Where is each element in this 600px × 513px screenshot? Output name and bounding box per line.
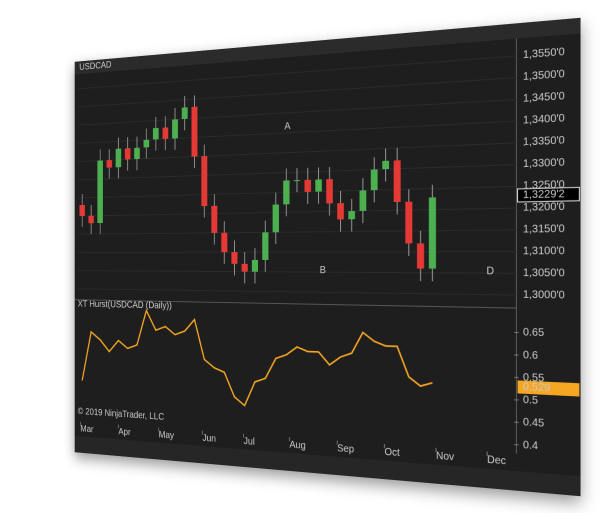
- y-tick-label: 0.45: [523, 416, 544, 429]
- candle-body: [115, 148, 122, 168]
- x-tick-label: Apr: [118, 426, 130, 437]
- y-tick-label: 1,3200'0: [523, 200, 565, 213]
- candle-body: [315, 179, 322, 192]
- candle-body: [428, 197, 436, 269]
- candle-body: [162, 127, 169, 140]
- candle-body: [405, 201, 413, 244]
- toolbar: [74, 17, 581, 75]
- x-tick-label: Mar: [80, 423, 93, 434]
- y-tick-label: 1,3250'0: [523, 178, 565, 191]
- y-tick-label: 1,3400'0: [523, 112, 565, 126]
- y-tick-label: 1,3450'0: [523, 90, 565, 104]
- candle-body: [337, 203, 344, 220]
- candle-body: [241, 263, 248, 272]
- pattern-label: A: [284, 120, 291, 131]
- candle-body: [211, 205, 218, 233]
- candle-body: [417, 243, 425, 269]
- candle-body: [262, 232, 269, 260]
- candle-body: [88, 215, 94, 224]
- x-tick-label: Nov: [436, 450, 455, 463]
- candle-body: [124, 148, 131, 160]
- y-tick-label: 1,3500'0: [523, 68, 565, 83]
- y-tick-label: 1,3100'0: [523, 245, 565, 257]
- y-tick-label: 0.4: [523, 439, 538, 452]
- x-tick-label: Sep: [337, 442, 354, 454]
- candle-body: [97, 160, 103, 224]
- candle-body: [348, 211, 356, 220]
- candle-body: [251, 259, 259, 272]
- y-tick-label: 1,3550'0: [523, 46, 565, 61]
- x-tick-label: Dec: [487, 454, 506, 467]
- candle-body: [79, 205, 85, 217]
- y-tick-label: 0.65: [523, 326, 544, 339]
- candle-body: [172, 119, 178, 139]
- pattern-label: B: [320, 264, 326, 275]
- current-price: 1,3229'2: [523, 188, 565, 201]
- candle-body: [143, 139, 150, 148]
- chart-window: XT Hurst(USDCAD (Daily)) © 2019 NinjaTra…: [74, 17, 581, 497]
- window-bg: [74, 17, 581, 497]
- candle-body: [294, 180, 301, 182]
- candle-body: [393, 160, 401, 203]
- x-tick-label: Jun: [202, 432, 216, 444]
- x-tick-label: Aug: [290, 439, 306, 451]
- candle-body: [152, 127, 159, 140]
- candle-body: [283, 180, 290, 205]
- y-tick-label: 1,3150'0: [523, 223, 565, 235]
- y-tick-label: 0.55: [523, 371, 544, 384]
- instrument: USDCAD: [79, 59, 112, 72]
- y-tick-label: 1,3000'0: [523, 288, 565, 301]
- candle-body: [382, 160, 390, 170]
- y-tick-label: 0.5: [523, 394, 538, 407]
- candle-body: [272, 204, 279, 233]
- candle-body: [326, 179, 333, 204]
- candle-body: [359, 190, 367, 211]
- candle-body: [304, 179, 311, 192]
- x-tick-label: May: [159, 429, 175, 441]
- y-tick-label: 1,3350'0: [523, 134, 565, 148]
- indicator-title: XT Hurst(USDCAD (Daily)): [78, 299, 172, 311]
- candle-body: [201, 156, 208, 207]
- y-tick-label: 0.6: [523, 349, 538, 362]
- candle-body: [134, 147, 140, 160]
- pattern-label: D: [486, 265, 494, 277]
- current-value: 0.529: [523, 380, 550, 393]
- y-tick-label: 1,3050'0: [523, 267, 565, 279]
- candle-body: [221, 232, 228, 253]
- candle-body: [370, 169, 378, 191]
- candle-body: [181, 107, 188, 120]
- candle-body: [106, 160, 112, 168]
- candle-body: [191, 106, 198, 157]
- x-tick-label: Jul: [244, 436, 255, 448]
- x-tick-label: Oct: [384, 446, 400, 459]
- candle-body: [231, 252, 238, 264]
- y-tick-label: 1,3300'0: [523, 156, 565, 169]
